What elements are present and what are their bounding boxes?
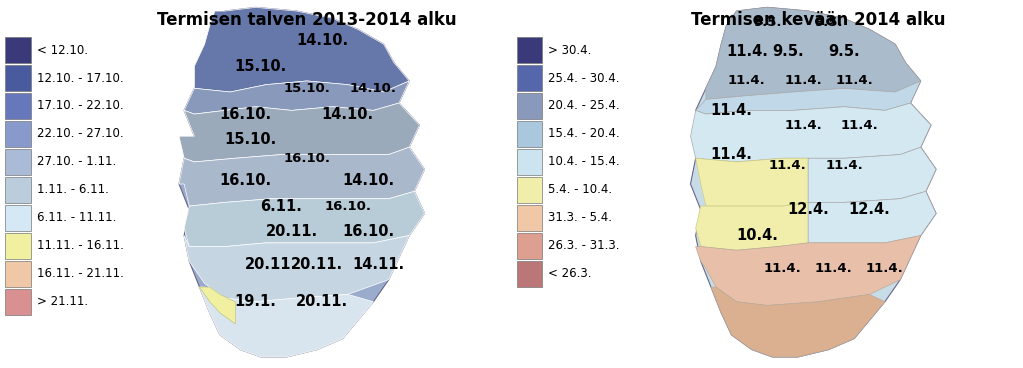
Text: > 21.11.: > 21.11. bbox=[37, 295, 88, 308]
Polygon shape bbox=[696, 236, 921, 305]
Text: 6.11. - 11.11.: 6.11. - 11.11. bbox=[37, 211, 117, 224]
Text: 22.10. - 27.10.: 22.10. - 27.10. bbox=[37, 127, 124, 141]
Text: 1.11. - 6.11.: 1.11. - 6.11. bbox=[37, 183, 108, 197]
Text: 9.5.: 9.5. bbox=[829, 44, 859, 59]
Text: 15.10.: 15.10. bbox=[224, 132, 277, 147]
Bar bbox=[5, 289, 31, 315]
Text: 16.10.: 16.10. bbox=[324, 199, 371, 213]
Text: 9.5.: 9.5. bbox=[753, 15, 782, 29]
Text: 26.3. - 31.3.: 26.3. - 31.3. bbox=[548, 239, 620, 252]
Text: 16.10.: 16.10. bbox=[283, 152, 330, 165]
Text: 9.5.: 9.5. bbox=[814, 15, 843, 29]
Bar bbox=[517, 261, 542, 287]
Text: 16.10.: 16.10. bbox=[343, 224, 394, 239]
Bar bbox=[5, 93, 31, 119]
Text: > 30.4.: > 30.4. bbox=[548, 43, 591, 57]
Bar bbox=[5, 233, 31, 259]
Polygon shape bbox=[179, 147, 425, 206]
Text: 16.11. - 21.11.: 16.11. - 21.11. bbox=[37, 267, 124, 280]
Text: 25.4. - 30.4.: 25.4. - 30.4. bbox=[548, 71, 620, 85]
Text: 14.10.: 14.10. bbox=[297, 33, 348, 48]
Polygon shape bbox=[194, 7, 409, 92]
Text: 11.4.: 11.4. bbox=[728, 74, 765, 88]
Text: 14.10.: 14.10. bbox=[350, 82, 397, 95]
Text: 27.10. - 1.11.: 27.10. - 1.11. bbox=[37, 155, 116, 169]
Text: 16.10.: 16.10. bbox=[220, 107, 271, 121]
Text: 10.4. - 15.4.: 10.4. - 15.4. bbox=[548, 155, 620, 169]
Polygon shape bbox=[696, 202, 808, 250]
Text: 11.4.: 11.4. bbox=[866, 262, 903, 275]
Bar bbox=[5, 177, 31, 203]
Text: 11.4.: 11.4. bbox=[769, 159, 806, 172]
Polygon shape bbox=[199, 287, 235, 324]
Text: 11.4.: 11.4. bbox=[785, 118, 821, 132]
Bar bbox=[5, 65, 31, 91]
Polygon shape bbox=[184, 236, 409, 302]
Polygon shape bbox=[179, 103, 419, 162]
Bar bbox=[5, 205, 31, 231]
Polygon shape bbox=[184, 191, 425, 247]
Polygon shape bbox=[691, 7, 936, 357]
Bar bbox=[517, 37, 542, 63]
Text: 11.4.: 11.4. bbox=[836, 74, 873, 88]
Text: 11.4.: 11.4. bbox=[711, 103, 752, 118]
Bar bbox=[517, 65, 542, 91]
Text: 11.4.: 11.4. bbox=[711, 147, 752, 162]
Text: < 12.10.: < 12.10. bbox=[37, 43, 88, 57]
Text: 20.11.: 20.11. bbox=[246, 258, 297, 272]
Bar bbox=[5, 37, 31, 63]
Text: 11.4.: 11.4. bbox=[785, 74, 821, 88]
Text: Termisen kevään 2014 alku: Termisen kevään 2014 alku bbox=[692, 11, 945, 29]
Text: 14.10.: 14.10. bbox=[343, 173, 394, 188]
Polygon shape bbox=[696, 81, 921, 114]
Polygon shape bbox=[691, 103, 931, 162]
Text: 15.4. - 20.4.: 15.4. - 20.4. bbox=[548, 127, 620, 141]
Text: 11.4.: 11.4. bbox=[726, 44, 767, 59]
Text: 15.10.: 15.10. bbox=[234, 59, 287, 74]
Text: 6.11.: 6.11. bbox=[261, 199, 302, 213]
Bar bbox=[517, 121, 542, 147]
Polygon shape bbox=[808, 191, 936, 243]
Text: 14.10.: 14.10. bbox=[322, 107, 373, 121]
Polygon shape bbox=[199, 287, 373, 357]
Text: 11.4.: 11.4. bbox=[841, 118, 878, 132]
Bar bbox=[517, 177, 542, 203]
Text: 20.11.: 20.11. bbox=[297, 294, 348, 309]
Text: 12.4.: 12.4. bbox=[788, 202, 829, 217]
Polygon shape bbox=[711, 287, 885, 357]
Text: 15.10.: 15.10. bbox=[283, 82, 330, 95]
Bar bbox=[517, 93, 542, 119]
Text: 11.11. - 16.11.: 11.11. - 16.11. bbox=[37, 239, 124, 252]
Text: 5.4. - 10.4.: 5.4. - 10.4. bbox=[548, 183, 613, 197]
Polygon shape bbox=[696, 158, 808, 206]
Bar bbox=[517, 205, 542, 231]
Bar bbox=[517, 233, 542, 259]
Polygon shape bbox=[184, 81, 409, 114]
Text: 31.3. - 5.4.: 31.3. - 5.4. bbox=[548, 211, 613, 224]
Text: 9.5.: 9.5. bbox=[772, 44, 803, 59]
Bar bbox=[5, 149, 31, 175]
Bar bbox=[517, 149, 542, 175]
Polygon shape bbox=[706, 7, 921, 99]
Text: 11.4.: 11.4. bbox=[764, 262, 801, 275]
Text: 19.1.: 19.1. bbox=[235, 294, 276, 309]
Text: 20.4. - 25.4.: 20.4. - 25.4. bbox=[548, 99, 620, 113]
Text: 14.11.: 14.11. bbox=[353, 258, 404, 272]
Text: 11.4.: 11.4. bbox=[815, 262, 852, 275]
Text: 12.10. - 17.10.: 12.10. - 17.10. bbox=[37, 71, 124, 85]
Text: 20.11.: 20.11. bbox=[292, 258, 343, 272]
Text: 16.10.: 16.10. bbox=[220, 173, 271, 188]
Bar bbox=[5, 261, 31, 287]
Bar bbox=[5, 121, 31, 147]
Polygon shape bbox=[808, 147, 936, 202]
Text: 17.10. - 22.10.: 17.10. - 22.10. bbox=[37, 99, 124, 113]
Text: 11.4.: 11.4. bbox=[826, 159, 862, 172]
Text: 12.4.: 12.4. bbox=[849, 202, 890, 217]
Polygon shape bbox=[179, 7, 425, 357]
Text: < 26.3.: < 26.3. bbox=[548, 267, 592, 280]
Text: 10.4.: 10.4. bbox=[737, 228, 777, 243]
Text: Termisen talven 2013-2014 alku: Termisen talven 2013-2014 alku bbox=[158, 11, 456, 29]
Text: 20.11.: 20.11. bbox=[266, 224, 317, 239]
